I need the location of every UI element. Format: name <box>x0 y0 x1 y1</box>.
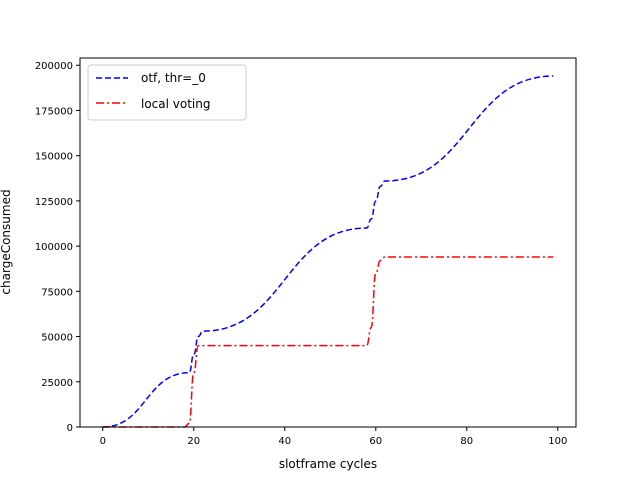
x-tick-label: 100 <box>548 436 567 447</box>
y-tick-label: 175000 <box>35 106 73 117</box>
y-tick-label: 50000 <box>41 333 73 344</box>
series-line-0 <box>102 75 554 428</box>
x-tick-label: 20 <box>187 436 200 447</box>
legend-label-local-voting: local voting <box>141 97 210 111</box>
x-tick-label: 0 <box>100 436 106 447</box>
y-tick-label: 25000 <box>41 378 73 389</box>
x-axis: 0 20 40 60 80 100 <box>100 427 567 447</box>
x-tick-label: 60 <box>369 436 382 447</box>
y-tick-label: 200000 <box>35 61 73 72</box>
plot-frame <box>79 57 577 428</box>
x-axis-label: slotframe cycles <box>279 457 377 471</box>
y-tick-label: 0 <box>67 423 73 434</box>
x-tick-label: 40 <box>278 436 291 447</box>
x-tick-label: 80 <box>460 436 473 447</box>
series-line-1 <box>102 256 554 428</box>
y-tick-label: 75000 <box>41 287 73 298</box>
y-tick-label: 125000 <box>35 197 73 208</box>
series-layer <box>102 75 554 428</box>
y-axis: 0 25000 50000 75000 100000 125000 150000 175000… <box>35 61 80 434</box>
legend: otf, thr=_0 local voting <box>87 64 247 121</box>
y-tick-label: 100000 <box>35 242 73 253</box>
legend-label-otf: otf, thr=_0 <box>141 71 206 85</box>
y-axis-label: chargeConsumed <box>0 189 13 294</box>
y-tick-label: 150000 <box>35 152 73 163</box>
